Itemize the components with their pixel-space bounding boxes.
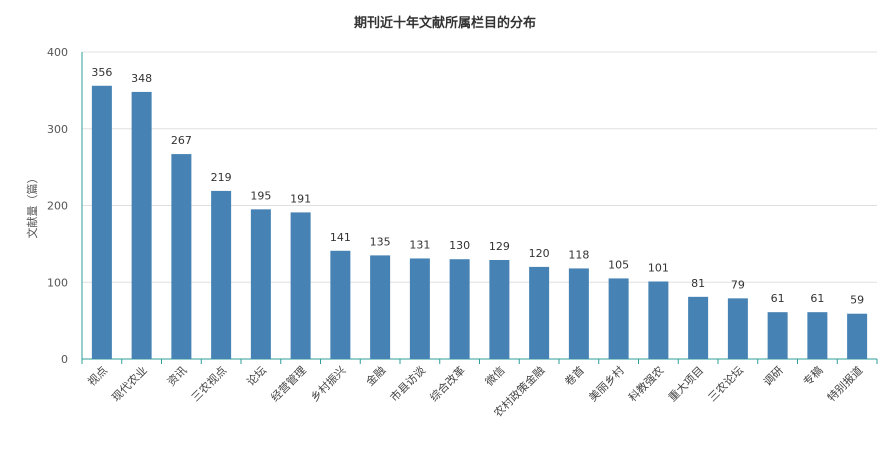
x-tick-label: 乡村振兴: [307, 363, 348, 404]
bar: [688, 296, 709, 359]
data-label: 120: [529, 247, 550, 260]
bar: [449, 259, 470, 359]
bar: [648, 281, 669, 359]
data-label: 356: [91, 66, 112, 79]
data-label: 141: [330, 231, 351, 244]
x-tick-label: 特别报道: [824, 363, 865, 404]
data-label: 81: [691, 277, 705, 290]
data-label: 135: [370, 235, 391, 248]
data-label: 59: [850, 294, 864, 307]
y-tick-label: 0: [61, 353, 68, 366]
data-label: 101: [648, 261, 669, 274]
data-label: 267: [171, 134, 192, 147]
x-tick-label: 视点: [85, 363, 110, 388]
x-tick-label: 综合改革: [427, 363, 468, 404]
data-label: 61: [810, 292, 824, 305]
data-label: 130: [449, 239, 470, 252]
data-label: 118: [568, 248, 589, 261]
x-tick-label: 美丽乡村: [586, 363, 627, 404]
x-tick-label: 重大项目: [665, 363, 706, 404]
bar: [727, 298, 748, 359]
chart-title: 期刊近十年文献所属栏目的分布: [353, 16, 536, 31]
data-label: 105: [608, 258, 629, 271]
bar: [290, 212, 311, 359]
y-tick-label: 100: [47, 276, 68, 289]
x-tick-label: 微信: [482, 363, 507, 388]
y-axis-title: 文献量（篇）: [25, 173, 39, 239]
data-label: 79: [731, 278, 745, 291]
x-tick-label: 市县访谈: [387, 363, 428, 404]
bar: [847, 313, 868, 359]
y-tick-label: 300: [47, 123, 68, 136]
x-tick-label: 现代农业: [109, 363, 150, 404]
data-label: 61: [771, 292, 785, 305]
data-label: 348: [131, 72, 152, 85]
x-tick-label: 科教强农: [625, 363, 666, 404]
y-tick-label: 400: [47, 46, 68, 59]
x-tick-label: 经营管理: [268, 363, 309, 404]
x-tick-label: 卷首: [562, 363, 587, 388]
x-tick-label: 论坛: [244, 363, 269, 388]
x-tick-label: 三农论坛: [705, 363, 746, 404]
x-tick-label: 资讯: [165, 364, 190, 389]
bar: [409, 258, 430, 359]
bar: [489, 259, 510, 359]
bar: [370, 255, 391, 359]
data-label: 219: [211, 171, 232, 184]
bar: [211, 190, 232, 359]
bar: [608, 278, 629, 359]
x-tick-label: 调研: [761, 364, 786, 389]
y-tick-label: 200: [47, 200, 68, 213]
data-label: 191: [290, 192, 311, 205]
data-label: 131: [409, 238, 430, 251]
bar: [568, 268, 589, 359]
bar: [807, 312, 828, 359]
data-label: 195: [250, 189, 271, 202]
x-tick-label: 专稿: [800, 363, 825, 388]
bar: [330, 250, 351, 359]
x-tick-label: 金融: [363, 363, 388, 388]
bar: [529, 266, 550, 359]
bar: [91, 85, 112, 360]
bar: [767, 312, 788, 359]
x-tick-label: 三农视点: [188, 363, 229, 404]
data-label: 129: [489, 240, 510, 253]
bar: [131, 91, 152, 359]
bar: [250, 209, 271, 359]
bar: [171, 154, 192, 359]
